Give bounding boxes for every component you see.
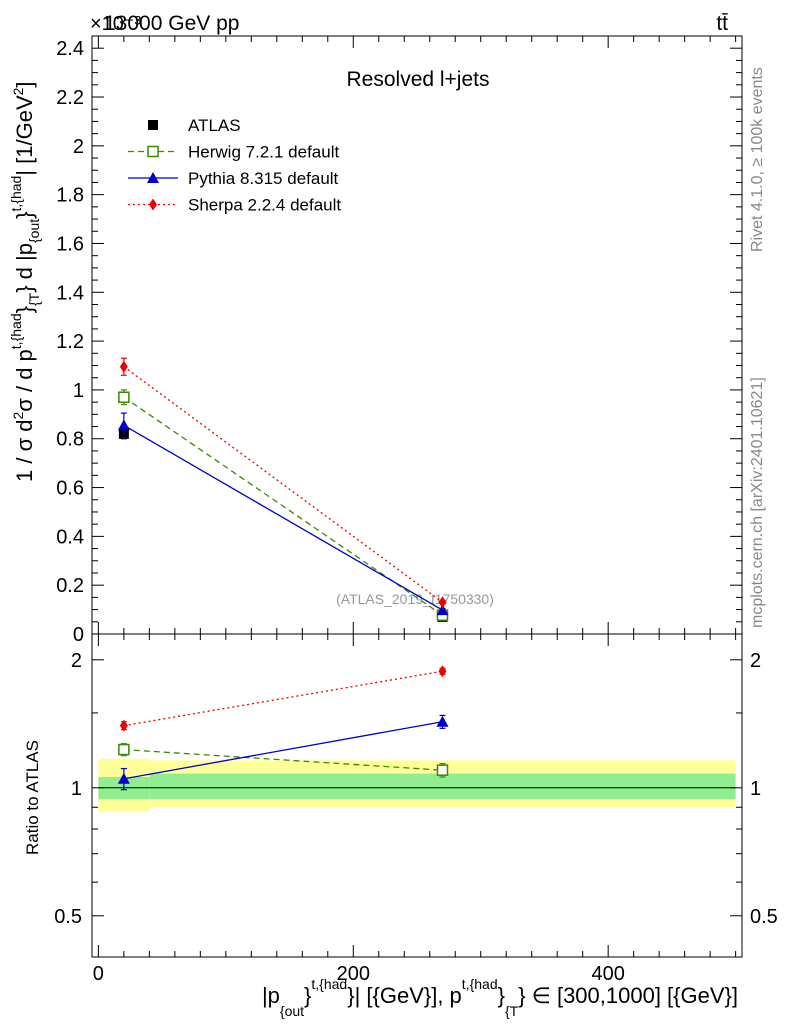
exponent-label: ×10⁻³ bbox=[90, 13, 141, 35]
data-point bbox=[436, 764, 449, 776]
y-tick-label: 0.2 bbox=[56, 575, 84, 597]
series-sherpa-2-2-4-default bbox=[119, 357, 447, 609]
y-tick-label: 1.4 bbox=[56, 282, 84, 304]
data-point bbox=[118, 743, 130, 756]
data-point bbox=[119, 360, 128, 373]
legend-entry-herwig-7-2-1-default: Herwig 7.2.1 default bbox=[128, 143, 339, 162]
ratio-y-tick-label-right: 2 bbox=[750, 650, 761, 672]
legend-label: Sherpa 2.2.4 default bbox=[188, 196, 341, 215]
series-pythia-8-315-default bbox=[117, 714, 449, 791]
data-point bbox=[119, 719, 128, 732]
analysis-watermark: (ATLAS_2019_I1750330) bbox=[336, 591, 494, 607]
rivet-label: Rivet 4.1.0, ≥ 100k events bbox=[749, 67, 766, 252]
ratio-series-layer bbox=[117, 665, 449, 791]
data-point bbox=[436, 715, 449, 727]
mcplots-label: mcplots.cern.ch [arXiv:2401.10621] bbox=[749, 377, 766, 628]
y-tick-label: 0 bbox=[73, 624, 84, 646]
y-tick-label: 1.8 bbox=[56, 185, 84, 207]
legend-label: ATLAS bbox=[188, 116, 241, 135]
legend-entry-atlas: ATLAS bbox=[148, 116, 241, 135]
energy-label: 13000 GeV pp bbox=[104, 12, 239, 35]
series-line bbox=[123, 670, 443, 727]
data-point bbox=[117, 772, 130, 784]
ratio-y-tick-label: 2 bbox=[71, 650, 82, 672]
ratio-y-tick-label-right: 0.5 bbox=[750, 906, 778, 928]
ratio-y-tick-label: 1 bbox=[71, 778, 82, 800]
legend: ATLAS Herwig 7.2.1 default Pythia 8.315 de… bbox=[128, 116, 341, 215]
series-line bbox=[123, 366, 443, 603]
data-point bbox=[438, 596, 447, 609]
main-y-axis-label: 1 / σ d2σ / d pt,{had}{T} d |p{out}t,{ha… bbox=[8, 81, 42, 482]
x-axis-label: |p{out}t,{had}| [{GeV}], pt,{had}{T} ∈ [… bbox=[262, 976, 738, 1019]
series-pythia-8-315-default bbox=[117, 412, 449, 616]
series-line bbox=[123, 424, 443, 611]
y-tick-label: 1.6 bbox=[56, 233, 84, 255]
legend-entry-pythia-8-315-default: Pythia 8.315 default bbox=[128, 169, 339, 188]
ratio-y-axis-label: Ratio to ATLAS bbox=[23, 740, 42, 855]
legend-marker bbox=[147, 145, 159, 158]
ratio-panel: 0.5 0.5 1 1 2 2 0 200 400 Ratio to ATLAS |p{out}… bbox=[23, 633, 778, 1019]
ratio-plot-frame bbox=[91, 633, 743, 958]
data-point bbox=[436, 604, 449, 616]
ratio-axis-ticks: 0.5 0.5 1 1 2 2 0 200 400 bbox=[54, 634, 778, 985]
x-tick-label: 200 bbox=[337, 963, 370, 985]
series-sherpa-2-2-4-default bbox=[119, 665, 447, 732]
y-tick-label: 2.2 bbox=[56, 87, 84, 109]
y-tick-label: 1.2 bbox=[56, 331, 84, 353]
ratio-y-tick-label-right: 1 bbox=[750, 778, 761, 800]
y-tick-label: 1 bbox=[73, 380, 84, 402]
y-tick-label: 0.8 bbox=[56, 429, 84, 451]
series-herwig-7-2-1-default bbox=[118, 743, 449, 778]
series-line bbox=[123, 748, 443, 771]
y-tick-label: 0.6 bbox=[56, 478, 84, 500]
x-tick-label: 0 bbox=[93, 963, 104, 985]
y-tick-label: 2 bbox=[73, 136, 84, 158]
legend-entry-sherpa-2-2-4-default: Sherpa 2.2.4 default bbox=[128, 196, 341, 215]
data-point bbox=[117, 419, 130, 431]
main-axis-ticks: 0 0.2 0.4 0.6 0.8 1 1.2 1.4 1.6 1.8 2 2.2 2.4 bbox=[56, 35, 742, 646]
main-series-layer bbox=[117, 357, 449, 622]
data-point bbox=[118, 391, 130, 403]
ratio-y-tick-label: 0.5 bbox=[54, 906, 82, 928]
series-line bbox=[123, 721, 443, 780]
y-tick-label: 0.4 bbox=[56, 526, 84, 548]
process-label: tt̄ bbox=[716, 12, 728, 35]
series-herwig-7-2-1-default bbox=[118, 389, 449, 621]
legend-marker bbox=[147, 172, 159, 183]
inner-uncertainty-band bbox=[149, 773, 736, 800]
legend-label: Pythia 8.315 default bbox=[188, 169, 339, 188]
main-title: Resolved l+jets bbox=[347, 68, 490, 91]
main-panel: 0 0.2 0.4 0.6 0.8 1 1.2 1.4 1.6 1.8 2 2.2 2.4 Resolv… bbox=[8, 35, 743, 646]
legend-label: Herwig 7.2.1 default bbox=[188, 143, 339, 162]
x-tick-label: 400 bbox=[591, 963, 624, 985]
legend-marker bbox=[149, 198, 157, 211]
legend-marker bbox=[148, 120, 158, 130]
data-point bbox=[438, 665, 447, 678]
y-tick-label: 2.4 bbox=[56, 38, 84, 60]
